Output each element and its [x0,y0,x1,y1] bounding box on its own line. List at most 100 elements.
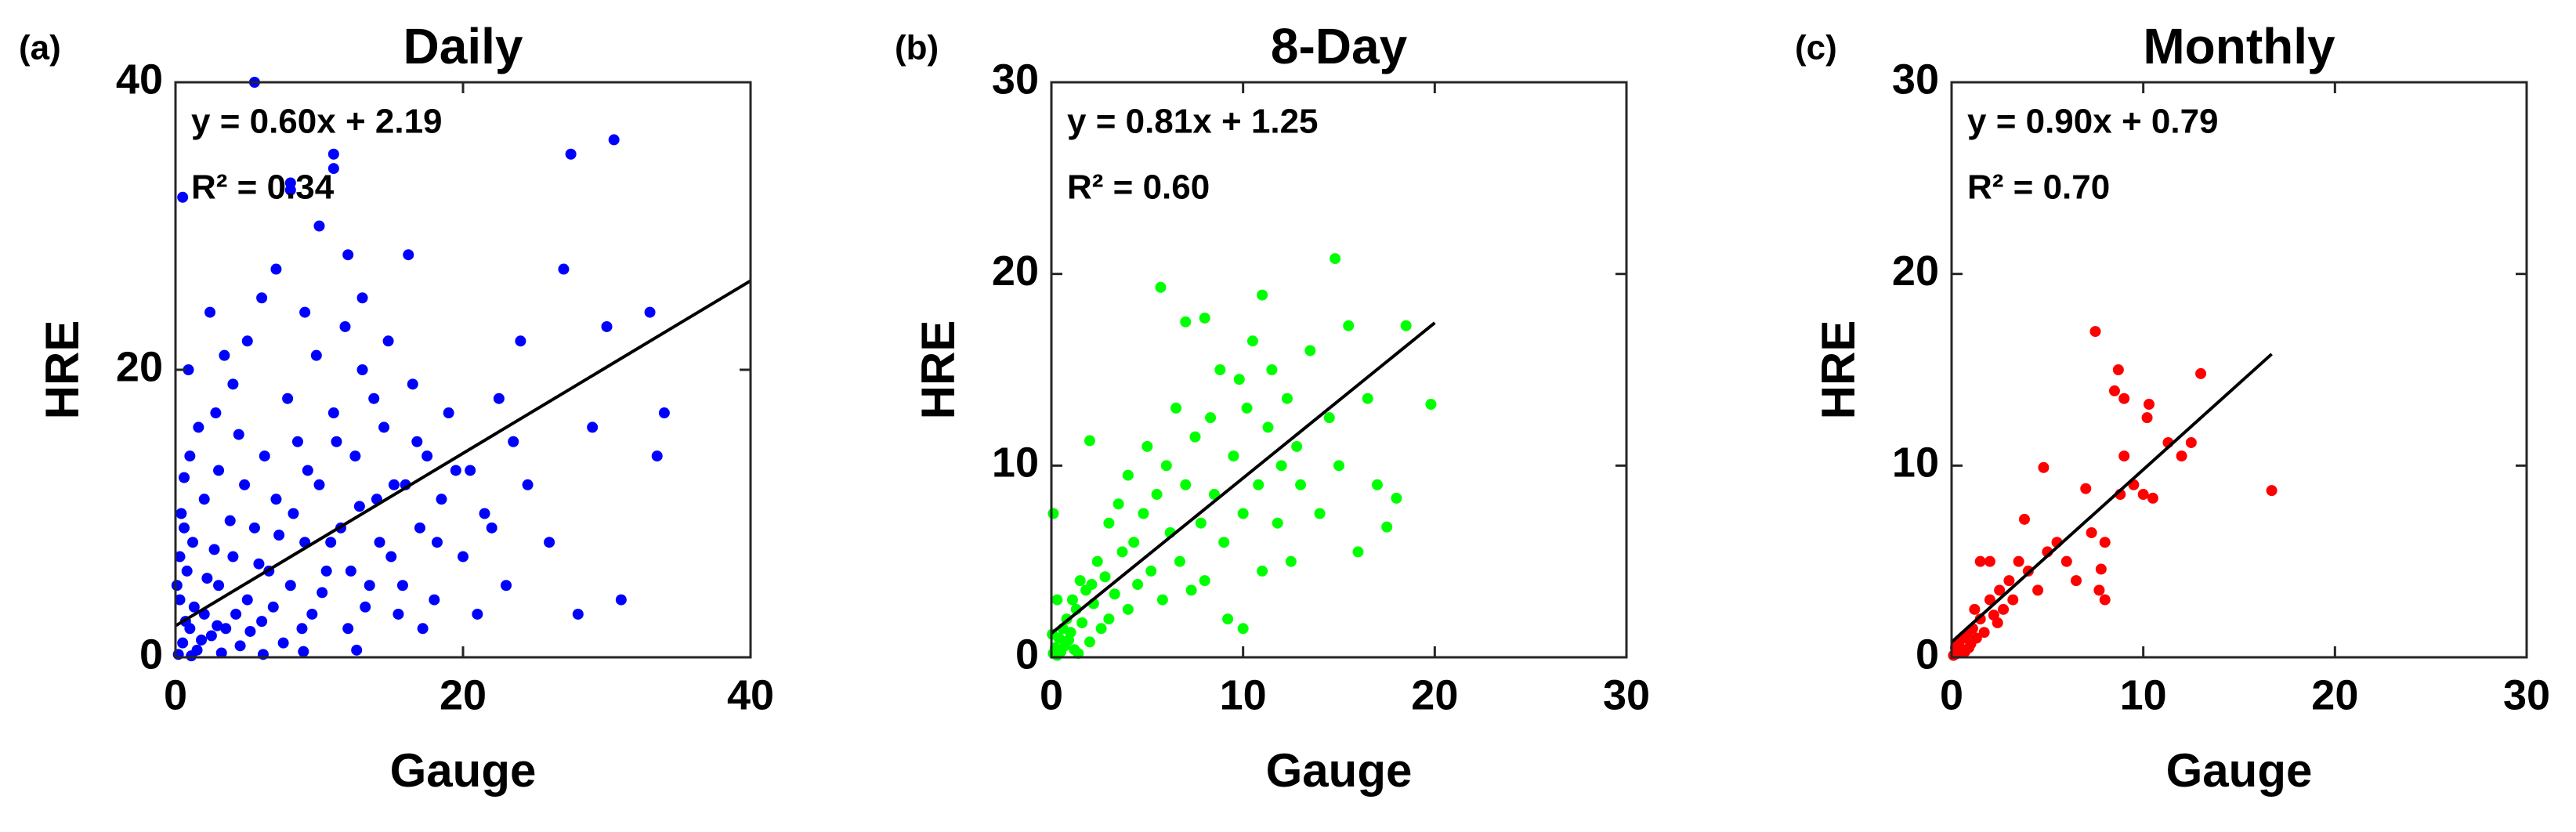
point [244,625,256,637]
point [1208,489,1220,501]
point [1295,479,1307,490]
point [2141,412,2153,424]
equation: y = 0.81x + 1.25 [1067,103,1319,141]
x-tick-label: 0 [1040,671,1063,718]
point [374,537,385,548]
point [1095,623,1107,635]
point [651,450,663,462]
point [1237,508,1249,519]
point [1109,588,1120,600]
point [2147,492,2158,504]
point [472,608,483,620]
y-axis-label: HRE [1812,320,1865,420]
point [1151,489,1163,501]
point [1103,517,1115,529]
point [215,647,227,659]
point [450,465,461,476]
point [2093,584,2105,596]
point [1132,579,1144,591]
point [284,580,296,591]
point [174,551,186,563]
point [184,450,196,462]
point [396,580,408,591]
chart-title: Daily [403,18,523,74]
point [1974,555,1986,567]
point [353,501,365,512]
y-tick-label: 40 [116,56,163,103]
point [1969,603,1981,615]
point [385,551,397,563]
plot-area [1952,82,2527,657]
point [2099,537,2111,548]
point [349,450,361,462]
axes-box [1050,81,1628,659]
y-tick-label: 20 [992,248,1039,295]
point [310,349,322,361]
point [1323,412,1335,424]
point [2099,594,2111,606]
point [368,392,380,404]
point [1237,623,1249,635]
point [1291,440,1303,452]
point [429,594,440,606]
point [1156,594,1168,606]
point [179,472,190,483]
point [345,565,356,577]
point [2108,385,2120,396]
point [306,608,318,620]
point [1116,546,1128,558]
y-tick-label: 10 [1892,440,1939,487]
point [608,134,620,146]
point [1099,571,1111,583]
point [356,364,368,375]
point [1984,594,1995,606]
point [248,522,260,534]
point [1199,575,1210,587]
point [2018,513,2030,525]
x-axis-label: Gauge [2166,744,2313,797]
point [587,421,599,433]
point [351,644,363,656]
equation: y = 0.90x + 0.79 [1967,103,2219,141]
point [213,465,225,476]
point [1333,460,1344,472]
point [1257,565,1268,577]
point [465,465,476,476]
axes-box [1950,81,2528,659]
point [1180,316,1192,327]
point [1218,537,1230,548]
point [515,335,526,347]
point [241,594,253,606]
r-squared: R² = 0.34 [191,168,335,207]
point [270,263,282,275]
point [1222,613,1234,625]
point [298,646,309,657]
point [1170,402,1182,414]
point [233,429,244,440]
y-tick-label: 20 [116,343,163,390]
point [522,479,534,490]
point [1084,435,1095,447]
point [615,594,627,606]
point [2080,483,2092,494]
point [342,623,354,635]
point [1400,320,1412,331]
point [1189,431,1201,443]
r-squared: R² = 0.70 [1967,168,2110,207]
point [403,249,414,261]
point [1253,479,1264,490]
point [241,335,253,347]
y-tick-label: 30 [992,56,1039,103]
point [291,436,303,447]
point [417,623,429,635]
point [302,465,313,476]
point [234,640,246,652]
y-tick-label: 0 [1015,631,1039,678]
x-tick-label: 20 [440,671,487,718]
point [282,392,294,404]
point [299,306,311,318]
point [1992,617,2003,628]
point [1113,498,1124,510]
point [171,580,183,591]
